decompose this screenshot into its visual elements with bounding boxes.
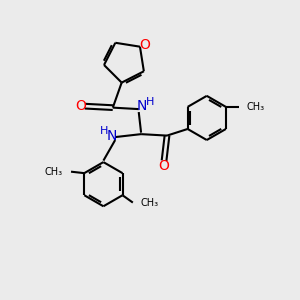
- Text: CH₃: CH₃: [140, 198, 158, 208]
- Text: O: O: [139, 38, 150, 52]
- Text: O: O: [75, 99, 86, 113]
- Text: H: H: [146, 97, 154, 107]
- Text: CH₃: CH₃: [45, 167, 63, 177]
- Text: N: N: [137, 99, 148, 112]
- Text: H: H: [100, 126, 108, 136]
- Text: CH₃: CH₃: [247, 102, 265, 112]
- Text: N: N: [106, 129, 116, 142]
- Text: O: O: [159, 159, 170, 172]
